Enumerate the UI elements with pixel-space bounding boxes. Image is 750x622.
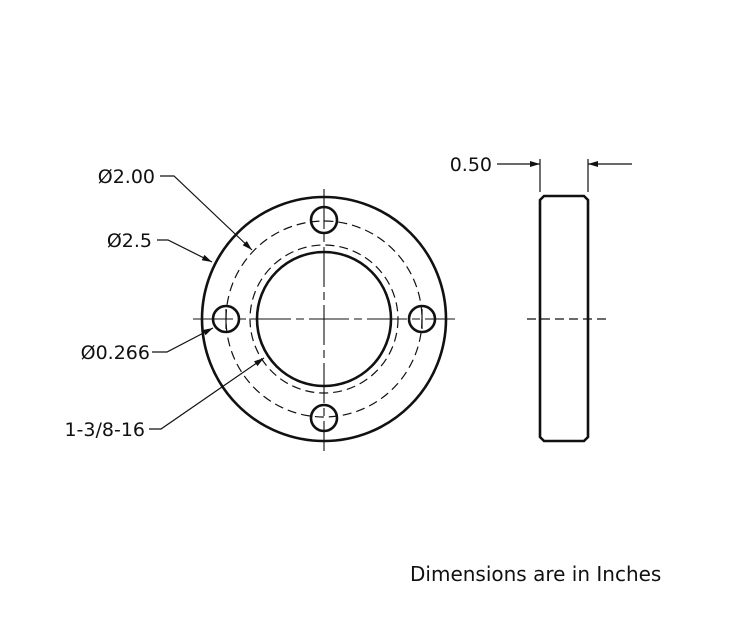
bolt-circle-dimension: Ø2.00 bbox=[98, 166, 155, 188]
leader-line bbox=[160, 175, 253, 251]
units-note: Dimensions are in Inches bbox=[410, 562, 661, 586]
thread-dimension: 1-3/8-16 bbox=[64, 419, 145, 441]
thickness-dimension: 0.50 bbox=[450, 154, 492, 176]
leader-line bbox=[157, 239, 213, 263]
side-profile bbox=[538, 194, 590, 443]
bolt-hole-dimension: Ø0.266 bbox=[81, 342, 150, 364]
outer-diameter-dimension: Ø2.5 bbox=[107, 230, 152, 252]
leader-line bbox=[152, 327, 214, 353]
front-view bbox=[193, 189, 455, 451]
dimension-leaders: Ø2.00 Ø2.5 Ø0.266 1-3/8-16 bbox=[64, 166, 265, 441]
leader-line bbox=[149, 357, 265, 430]
side-view: 0.50 bbox=[450, 154, 632, 443]
